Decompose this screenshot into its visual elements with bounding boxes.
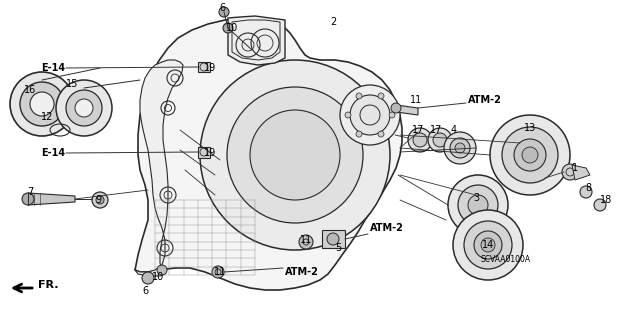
Circle shape <box>458 185 498 225</box>
Text: 17: 17 <box>430 125 442 135</box>
Text: 18: 18 <box>600 195 612 205</box>
Circle shape <box>389 112 395 118</box>
Polygon shape <box>135 60 183 276</box>
Circle shape <box>142 272 154 284</box>
Circle shape <box>219 7 229 17</box>
Circle shape <box>481 238 495 252</box>
Text: 11: 11 <box>300 235 312 245</box>
Circle shape <box>327 233 339 245</box>
Circle shape <box>223 23 233 33</box>
Polygon shape <box>572 165 590 180</box>
Circle shape <box>453 210 523 280</box>
Text: 14: 14 <box>482 240 494 250</box>
Text: 5: 5 <box>335 243 341 253</box>
Circle shape <box>464 221 512 269</box>
Circle shape <box>356 131 362 137</box>
Circle shape <box>96 196 104 204</box>
Text: 17: 17 <box>412 125 424 135</box>
Text: 10: 10 <box>226 23 238 33</box>
Text: FR.: FR. <box>38 280 58 290</box>
Circle shape <box>433 133 447 147</box>
Circle shape <box>468 195 488 215</box>
Circle shape <box>490 115 570 195</box>
Text: 11: 11 <box>410 95 422 105</box>
Circle shape <box>378 131 384 137</box>
Polygon shape <box>396 105 418 115</box>
Text: 12: 12 <box>41 112 53 122</box>
Polygon shape <box>28 193 75 205</box>
Polygon shape <box>135 18 402 290</box>
Circle shape <box>448 175 508 235</box>
Circle shape <box>299 235 313 249</box>
Text: 6: 6 <box>142 286 148 296</box>
Text: ATM-2: ATM-2 <box>285 267 319 277</box>
Circle shape <box>413 133 427 147</box>
Circle shape <box>514 139 546 171</box>
Text: 19: 19 <box>204 63 216 73</box>
Text: 2: 2 <box>330 17 336 27</box>
Circle shape <box>250 110 340 200</box>
Polygon shape <box>198 147 210 158</box>
Circle shape <box>356 93 362 99</box>
Text: 16: 16 <box>24 85 36 95</box>
Circle shape <box>157 265 167 275</box>
Circle shape <box>450 138 470 158</box>
Circle shape <box>455 143 465 153</box>
Text: 15: 15 <box>66 79 78 89</box>
Circle shape <box>428 128 452 152</box>
Circle shape <box>378 93 384 99</box>
Circle shape <box>75 99 93 117</box>
Text: 8: 8 <box>585 183 591 193</box>
Text: 1: 1 <box>572 163 578 173</box>
Circle shape <box>345 112 351 118</box>
Circle shape <box>227 87 363 223</box>
Polygon shape <box>198 62 210 72</box>
Text: 13: 13 <box>524 123 536 133</box>
Circle shape <box>594 199 606 211</box>
Polygon shape <box>228 16 285 65</box>
Text: ATM-2: ATM-2 <box>370 223 404 233</box>
Circle shape <box>580 186 592 198</box>
Text: 19: 19 <box>204 148 216 158</box>
Circle shape <box>22 193 34 205</box>
Circle shape <box>408 128 432 152</box>
Circle shape <box>56 80 112 136</box>
Circle shape <box>502 127 558 183</box>
Circle shape <box>444 132 476 164</box>
Circle shape <box>10 72 74 136</box>
Text: SCVAA0100A: SCVAA0100A <box>481 256 531 264</box>
Text: 6: 6 <box>219 3 225 13</box>
Circle shape <box>562 164 578 180</box>
Circle shape <box>66 90 102 126</box>
Text: 9: 9 <box>95 195 101 205</box>
Text: 7: 7 <box>27 187 33 197</box>
Circle shape <box>200 60 390 250</box>
Text: 10: 10 <box>152 272 164 282</box>
Text: 4: 4 <box>451 125 457 135</box>
Circle shape <box>92 192 108 208</box>
Text: E-14: E-14 <box>41 148 65 158</box>
Circle shape <box>30 92 54 116</box>
Circle shape <box>20 82 64 126</box>
Circle shape <box>350 95 390 135</box>
Polygon shape <box>322 230 345 248</box>
Circle shape <box>522 147 538 163</box>
Circle shape <box>474 231 502 259</box>
Text: ATM-2: ATM-2 <box>468 95 502 105</box>
Text: E-14: E-14 <box>41 63 65 73</box>
Circle shape <box>212 266 224 278</box>
Circle shape <box>340 85 400 145</box>
Text: 3: 3 <box>473 193 479 203</box>
Text: 11: 11 <box>214 267 226 277</box>
Circle shape <box>391 103 401 113</box>
